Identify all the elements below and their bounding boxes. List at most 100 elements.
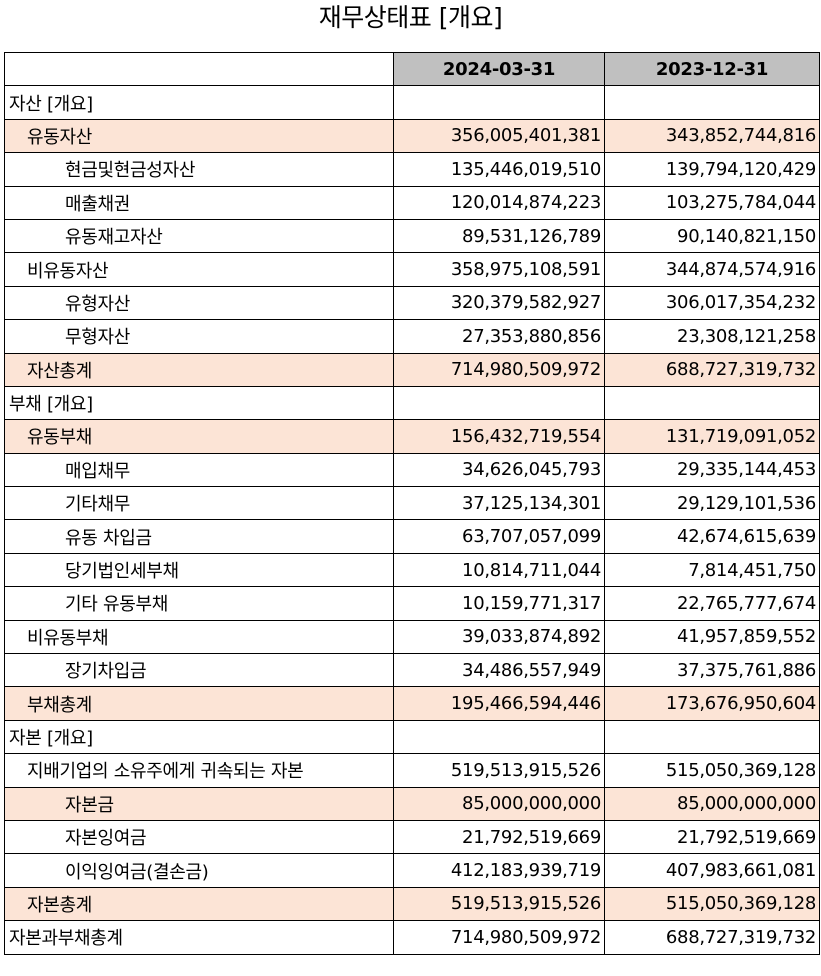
- table-row: 유동부채 156,432,719,554 131,719,091,052: [4, 419, 820, 454]
- table-row: 유동자산 356,005,401,381 343,852,744,816: [4, 118, 820, 154]
- row-label: 장기차입금: [4, 653, 394, 688]
- row-label: 자본잉여금: [4, 819, 394, 855]
- row-label: 매출채권: [4, 185, 394, 220]
- row-label: 유동 차입금: [4, 519, 394, 554]
- row-label: 부채 [개요]: [4, 385, 394, 421]
- row-label: 기타 유동부채: [4, 586, 394, 621]
- value-2024-03-31: 85,000,000,000: [393, 786, 605, 821]
- value-2023-12-31: 29,129,101,536: [604, 486, 820, 521]
- value-2023-12-31: 515,050,369,128: [604, 886, 820, 922]
- value-2023-12-31: 344,874,574,916: [604, 252, 820, 287]
- value-2023-12-31: 515,050,369,128: [604, 753, 820, 788]
- header-date-2024-03-31: 2024-03-31: [393, 51, 605, 87]
- value-2023-12-31: [604, 385, 820, 421]
- value-2024-03-31: 21,792,519,669: [393, 819, 605, 855]
- value-2023-12-31: [604, 85, 820, 120]
- value-2023-12-31: 688,727,319,732: [604, 920, 820, 955]
- header-date-2023-12-31: 2023-12-31: [604, 51, 820, 87]
- table-row: 자본총계 519,513,915,526 515,050,369,128: [4, 886, 820, 922]
- row-label: 자본금: [4, 786, 394, 821]
- row-label: 비유동자산: [4, 252, 394, 287]
- row-label: 유동자산: [4, 118, 394, 154]
- table-row: 자본 [개요]: [4, 719, 820, 755]
- value-2023-12-31: 343,852,744,816: [604, 118, 820, 154]
- value-2024-03-31: 10,814,711,044: [393, 552, 605, 588]
- value-2024-03-31: 89,531,126,789: [393, 218, 605, 254]
- table-row: 비유동부채 39,033,874,892 41,957,859,552: [4, 619, 820, 655]
- table-row: 기타채무 37,125,134,301 29,129,101,536: [4, 486, 820, 521]
- value-2024-03-31: 195,466,594,446: [393, 686, 605, 721]
- page-title: 재무상태표 [개요]: [318, 3, 503, 32]
- table-row: 무형자산 27,353,880,856 23,308,121,258: [4, 319, 820, 354]
- value-2024-03-31: [393, 85, 605, 120]
- row-label: 부채총계: [4, 686, 394, 721]
- value-2023-12-31: 139,794,120,429: [604, 152, 820, 187]
- row-label: 자본과부채총계: [4, 920, 394, 955]
- value-2024-03-31: 135,446,019,510: [393, 152, 605, 187]
- value-2024-03-31: 39,033,874,892: [393, 619, 605, 655]
- table-row: 장기차입금 34,486,557,949 37,375,761,886: [4, 653, 820, 688]
- value-2024-03-31: [393, 719, 605, 755]
- value-2023-12-31: 42,674,615,639: [604, 519, 820, 554]
- value-2023-12-31: 306,017,354,232: [604, 285, 820, 321]
- header-label-column: [4, 51, 394, 87]
- value-2023-12-31: [604, 719, 820, 755]
- row-label: 자산총계: [4, 352, 394, 387]
- value-2023-12-31: 90,140,821,150: [604, 218, 820, 254]
- value-2024-03-31: 519,513,915,526: [393, 753, 605, 788]
- value-2023-12-31: 688,727,319,732: [604, 352, 820, 387]
- table-row: 매출채권 120,014,874,223 103,275,784,044: [4, 185, 820, 220]
- value-2024-03-31: 358,975,108,591: [393, 252, 605, 287]
- value-2024-03-31: 27,353,880,856: [393, 319, 605, 354]
- table-row: 자본금 85,000,000,000 85,000,000,000: [4, 786, 820, 821]
- row-label: 유동재고자산: [4, 218, 394, 254]
- value-2024-03-31: 34,626,045,793: [393, 452, 605, 488]
- table-row: 유동재고자산 89,531,126,789 90,140,821,150: [4, 218, 820, 254]
- table-row: 자본과부채총계 714,980,509,972 688,727,319,732: [4, 920, 820, 955]
- row-label: 자산 [개요]: [4, 85, 394, 120]
- value-2023-12-31: 41,957,859,552: [604, 619, 820, 655]
- table-row: 자본잉여금 21,792,519,669 21,792,519,669: [4, 819, 820, 855]
- row-label: 자본총계: [4, 886, 394, 922]
- row-label: 유동부채: [4, 419, 394, 454]
- table-row: 매입채무 34,626,045,793 29,335,144,453: [4, 452, 820, 488]
- table-row: 현금및현금성자산 135,446,019,510 139,794,120,429: [4, 152, 820, 187]
- row-label: 자본 [개요]: [4, 719, 394, 755]
- value-2023-12-31: 22,765,777,674: [604, 586, 820, 621]
- value-2024-03-31: [393, 385, 605, 421]
- row-label: 지배기업의 소유주에게 귀속되는 자본: [4, 753, 394, 788]
- row-label: 이익잉여금(결손금): [4, 853, 394, 888]
- table-row: 당기법인세부채 10,814,711,044 7,814,451,750: [4, 552, 820, 588]
- value-2024-03-31: 37,125,134,301: [393, 486, 605, 521]
- value-2024-03-31: 714,980,509,972: [393, 920, 605, 955]
- value-2024-03-31: 10,159,771,317: [393, 586, 605, 621]
- table-row: 비유동자산 358,975,108,591 344,874,574,916: [4, 252, 820, 287]
- table-row: 부채총계 195,466,594,446 173,676,950,604: [4, 686, 820, 721]
- value-2023-12-31: 173,676,950,604: [604, 686, 820, 721]
- table-row: 부채 [개요]: [4, 385, 820, 421]
- value-2024-03-31: 356,005,401,381: [393, 118, 605, 154]
- table-row: 유형자산 320,379,582,927 306,017,354,232: [4, 285, 820, 321]
- value-2023-12-31: 37,375,761,886: [604, 653, 820, 688]
- value-2023-12-31: 29,335,144,453: [604, 452, 820, 488]
- table-row: 기타 유동부채 10,159,771,317 22,765,777,674: [4, 586, 820, 621]
- value-2024-03-31: 320,379,582,927: [393, 285, 605, 321]
- row-label: 현금및현금성자산: [4, 152, 394, 187]
- value-2024-03-31: 120,014,874,223: [393, 185, 605, 220]
- row-label: 기타채무: [4, 486, 394, 521]
- value-2023-12-31: 407,983,661,081: [604, 853, 820, 888]
- row-label: 매입채무: [4, 452, 394, 488]
- table-row: 지배기업의 소유주에게 귀속되는 자본 519,513,915,526 515,05…: [4, 753, 820, 788]
- value-2024-03-31: 714,980,509,972: [393, 352, 605, 387]
- value-2023-12-31: 7,814,451,750: [604, 552, 820, 588]
- row-label: 비유동부채: [4, 619, 394, 655]
- value-2023-12-31: 103,275,784,044: [604, 185, 820, 220]
- table-row: 자산총계 714,980,509,972 688,727,319,732: [4, 352, 820, 387]
- row-label: 당기법인세부채: [4, 552, 394, 588]
- header-row: 2024-03-31 2023-12-31: [4, 51, 820, 87]
- value-2023-12-31: 85,000,000,000: [604, 786, 820, 821]
- value-2023-12-31: 21,792,519,669: [604, 819, 820, 855]
- balance-sheet-table: 2024-03-31 2023-12-31 자산 [개요] 유동자산 356,005…: [4, 51, 820, 955]
- table-row: 유동 차입금 63,707,057,099 42,674,615,639: [4, 519, 820, 554]
- value-2024-03-31: 156,432,719,554: [393, 419, 605, 454]
